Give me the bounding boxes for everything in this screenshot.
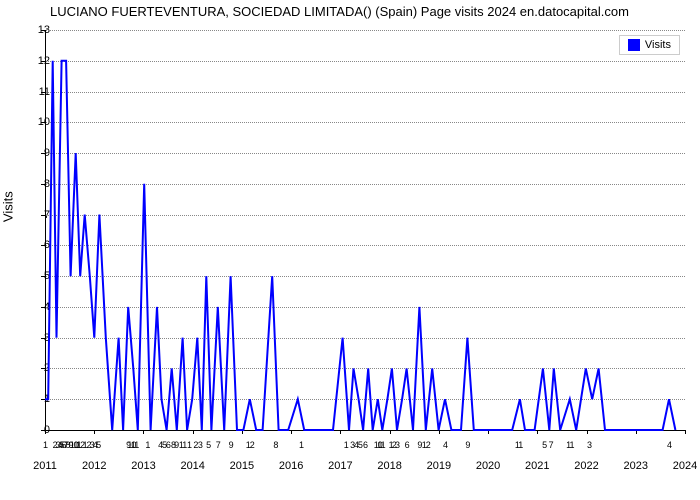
x-year-label: 2018: [377, 460, 401, 472]
x-year-label: 2016: [279, 460, 303, 472]
x-sub-label: 11: [566, 440, 573, 450]
x-sub-label: 11: [515, 440, 522, 450]
x-sub-label: 6: [166, 440, 170, 450]
x-year-label: 2013: [131, 460, 155, 472]
x-sub-label: 11: [131, 440, 138, 450]
x-sub-label: 7: [216, 440, 220, 450]
x-year-label: 2015: [230, 460, 254, 472]
x-sub-label: 6: [363, 440, 367, 450]
chart-title: LUCIANO FUERTEVENTURA, SOCIEDAD LIMITADA…: [50, 4, 629, 19]
x-sub-label: 1: [187, 440, 191, 450]
x-sub-label: 9: [174, 440, 178, 450]
x-sub-label: 5: [358, 440, 362, 450]
x-year-label: 2022: [574, 460, 598, 472]
x-sub-label: 12: [246, 440, 254, 450]
legend: Visits: [619, 35, 680, 55]
x-sub-label: 1: [43, 440, 47, 450]
x-year-label: 2011: [33, 460, 57, 472]
x-sub-label: 9: [465, 440, 469, 450]
x-sub-label: 11: [377, 440, 384, 450]
x-year-label: 2019: [427, 460, 451, 472]
line-chart-svg: [45, 30, 685, 430]
x-sub-label: 7: [549, 440, 553, 450]
x-year-label: 2021: [525, 460, 549, 472]
x-year-label: 2017: [328, 460, 352, 472]
x-sub-label: 6: [405, 440, 409, 450]
x-sub-label: 2: [193, 440, 197, 450]
x-sub-label: 5: [96, 440, 100, 450]
x-sub-label: 1: [344, 440, 348, 450]
y-axis-label: Visits: [1, 191, 16, 222]
x-sub-label: 8: [273, 440, 277, 450]
x-year-label: 2014: [180, 460, 204, 472]
chart-container: LUCIANO FUERTEVENTURA, SOCIEDAD LIMITADA…: [0, 0, 700, 500]
x-sub-label: 9: [229, 440, 233, 450]
x-sub-label: 1: [145, 440, 149, 450]
x-year-label: 2020: [476, 460, 500, 472]
visits-line: [45, 61, 675, 430]
x-year-label: 2024: [673, 460, 697, 472]
legend-label: Visits: [645, 39, 671, 51]
x-sub-label: 4: [443, 440, 447, 450]
x-year-label: 2023: [624, 460, 648, 472]
x-sub-label: 3: [395, 440, 399, 450]
x-sub-label: 5: [206, 440, 210, 450]
x-sub-label: 9: [417, 440, 421, 450]
x-year-label: 2012: [82, 460, 106, 472]
x-sub-label: 12: [422, 440, 430, 450]
x-sub-label: 1: [299, 440, 303, 450]
x-sub-label: 5: [542, 440, 546, 450]
x-sub-label: 3: [587, 440, 591, 450]
x-sub-label: 3: [198, 440, 202, 450]
x-sub-label: 4: [667, 440, 671, 450]
legend-swatch: [628, 39, 640, 51]
x-sub-label: 11: [179, 440, 186, 450]
